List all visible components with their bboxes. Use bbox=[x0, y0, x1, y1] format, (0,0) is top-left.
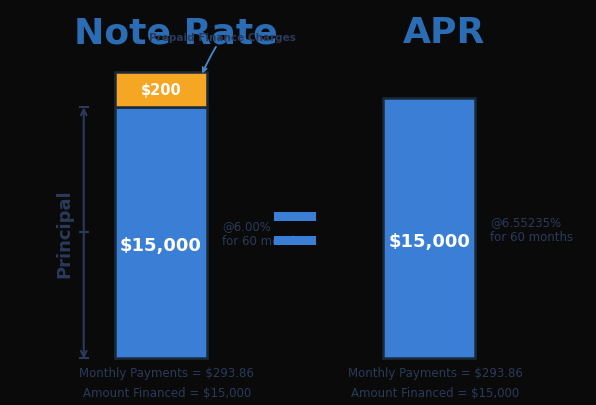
Bar bbox=[114, 107, 207, 358]
Bar bbox=[114, 73, 207, 107]
Text: $15,000: $15,000 bbox=[388, 233, 470, 251]
Text: $15,000: $15,000 bbox=[120, 237, 202, 254]
Bar bbox=[383, 99, 475, 358]
Text: @6.00%
for 60 months: @6.00% for 60 months bbox=[222, 220, 305, 247]
Text: Note Rate: Note Rate bbox=[74, 16, 278, 50]
Text: $200: $200 bbox=[141, 83, 181, 98]
Bar bbox=[274, 212, 316, 221]
Bar bbox=[274, 237, 316, 245]
Text: Prepaid Finance Charges: Prepaid Finance Charges bbox=[149, 32, 296, 72]
Text: APR: APR bbox=[403, 16, 485, 50]
Text: Monthly Payments = $293.86
Amount Financed = $15,000
Finance Charge = $2,631: Monthly Payments = $293.86 Amount Financ… bbox=[79, 367, 254, 405]
Text: @6.55235%
for 60 months: @6.55235% for 60 months bbox=[490, 216, 573, 243]
Text: Principal: Principal bbox=[55, 189, 74, 277]
Text: Monthly Payments = $293.86
Amount Financed = $15,000
Finance Charge = $2,631: Monthly Payments = $293.86 Amount Financ… bbox=[347, 367, 523, 405]
